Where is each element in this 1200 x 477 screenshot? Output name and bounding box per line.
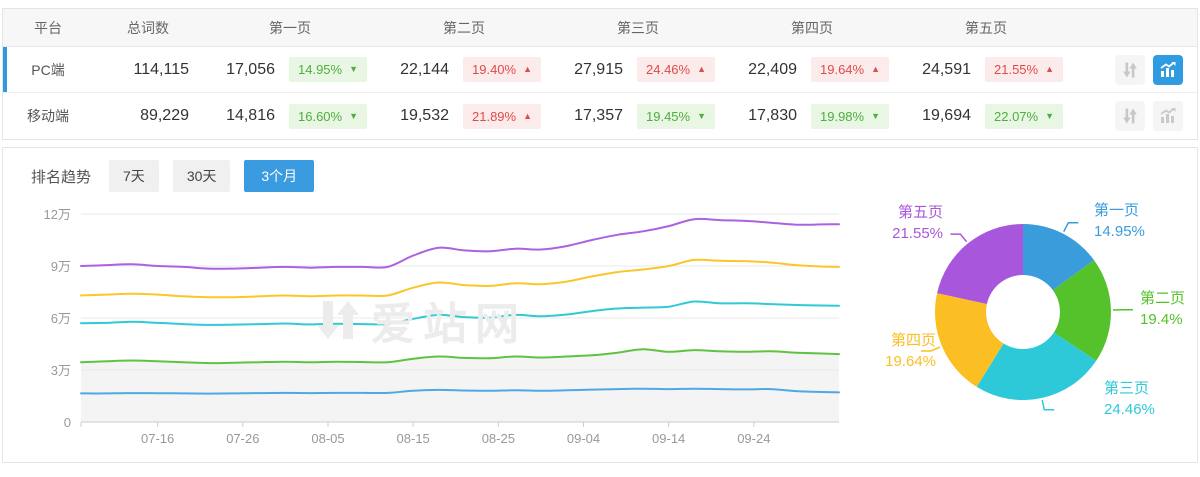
total-words-value: 89,229 bbox=[93, 107, 203, 125]
col-header-page3: 第三页 bbox=[551, 18, 725, 38]
area-fill bbox=[81, 349, 839, 422]
page2-count: 19,532 bbox=[377, 107, 453, 125]
page1-change-badge: 14.95%▼ bbox=[289, 57, 367, 82]
donut-label-name: 第五页 bbox=[848, 202, 943, 223]
col-header-page5: 第五页 bbox=[899, 18, 1073, 38]
page1-count: 17,056 bbox=[203, 61, 279, 79]
trend-arrow-icon: ▼ bbox=[349, 112, 358, 121]
page-distribution-donut-chart[interactable]: 第一页 14.95% 第二页 19.4% 第三页 24.46% 第四页 19.6… bbox=[848, 198, 1200, 464]
donut-slice-第五页[interactable] bbox=[937, 224, 1023, 304]
page4-count: 17,830 bbox=[725, 107, 801, 125]
sort-arrows-icon bbox=[1120, 60, 1140, 80]
rank-trend-section: 排名趋势 7天 30天 3个月 0 3万 6万 9万 12万 07-16 07-26 08-0… bbox=[2, 147, 1198, 463]
col-header-page2: 第二页 bbox=[377, 18, 551, 38]
tab-30-days[interactable]: 30天 bbox=[173, 160, 231, 192]
trend-chart-button[interactable] bbox=[1153, 101, 1183, 131]
trend-arrow-icon: ▼ bbox=[349, 65, 358, 74]
x-axis-label: 08-15 bbox=[397, 431, 430, 446]
trend-arrow-icon: ▲ bbox=[523, 65, 532, 74]
sort-arrows-icon bbox=[1120, 106, 1140, 126]
trend-arrow-icon: ▲ bbox=[871, 65, 880, 74]
donut-label-pct: 19.4% bbox=[1140, 309, 1185, 330]
trend-chart-icon bbox=[1158, 60, 1178, 80]
keyword-rank-table: 平台 总词数 第一页 第二页 第三页 第四页 第五页 PC端 114,115 1… bbox=[2, 8, 1198, 140]
page2-count: 22,144 bbox=[377, 61, 453, 79]
page3-change-badge: 19.45%▼ bbox=[637, 104, 715, 129]
page2-change-badge: 19.40%▲ bbox=[463, 57, 541, 82]
y-axis-label: 6万 bbox=[51, 311, 71, 326]
rank-trend-line-chart[interactable]: 0 3万 6万 9万 12万 07-16 07-26 08-05 08-15 08-25 09-04… bbox=[23, 196, 845, 454]
sort-updown-button[interactable] bbox=[1115, 101, 1145, 131]
x-axis-label: 07-26 bbox=[226, 431, 259, 446]
trend-title: 排名趋势 bbox=[31, 166, 91, 187]
total-words-value: 114,115 bbox=[93, 61, 203, 79]
page2-change-badge: 21.89%▲ bbox=[463, 104, 541, 129]
platform-label: 移动端 bbox=[3, 106, 93, 126]
donut-label-pct: 19.64% bbox=[848, 351, 936, 372]
donut-label-page4: 第四页 19.64% bbox=[848, 330, 936, 372]
page3-change-badge: 24.46%▲ bbox=[637, 57, 715, 82]
page3-count: 17,357 bbox=[551, 107, 627, 125]
y-axis-label: 0 bbox=[64, 415, 71, 430]
donut-label-pct: 21.55% bbox=[848, 223, 943, 244]
x-axis-label: 08-05 bbox=[311, 431, 344, 446]
donut-label-name: 第三页 bbox=[1104, 378, 1155, 399]
x-axis-label: 09-04 bbox=[567, 431, 600, 446]
line-series-2 bbox=[81, 301, 839, 324]
donut-label-pct: 14.95% bbox=[1094, 221, 1145, 242]
sort-updown-button[interactable] bbox=[1115, 55, 1145, 85]
x-axis-label: 09-24 bbox=[737, 431, 770, 446]
donut-label-name: 第二页 bbox=[1140, 288, 1185, 309]
page5-count: 24,591 bbox=[899, 61, 975, 79]
donut-label-name: 第四页 bbox=[848, 330, 936, 351]
trend-chart-button[interactable] bbox=[1153, 55, 1183, 85]
page4-change-badge: 19.64%▲ bbox=[811, 57, 889, 82]
tab-3-months[interactable]: 3个月 bbox=[244, 160, 314, 192]
page5-change-badge: 22.07%▼ bbox=[985, 104, 1063, 129]
donut-leader-line bbox=[1042, 400, 1054, 410]
trend-arrow-icon: ▼ bbox=[871, 112, 880, 121]
donut-label-page5: 第五页 21.55% bbox=[848, 202, 943, 244]
trend-arrow-icon: ▲ bbox=[697, 65, 706, 74]
donut-label-page1: 第一页 14.95% bbox=[1094, 200, 1145, 242]
page4-count: 22,409 bbox=[725, 61, 801, 79]
donut-label-pct: 24.46% bbox=[1104, 399, 1155, 420]
page1-count: 14,816 bbox=[203, 107, 279, 125]
page1-change-badge: 16.60%▼ bbox=[289, 104, 367, 129]
x-axis-label: 07-16 bbox=[141, 431, 174, 446]
tab-7-days[interactable]: 7天 bbox=[109, 160, 159, 192]
page5-change-badge: 21.55%▲ bbox=[985, 57, 1063, 82]
page5-count: 19,694 bbox=[899, 107, 975, 125]
donut-label-name: 第一页 bbox=[1094, 200, 1145, 221]
trend-arrow-icon: ▲ bbox=[523, 112, 532, 121]
y-axis-label: 3万 bbox=[51, 363, 71, 378]
page4-change-badge: 19.98%▼ bbox=[811, 104, 889, 129]
x-axis-label: 08-25 bbox=[482, 431, 515, 446]
col-header-platform: 平台 bbox=[3, 18, 93, 38]
y-axis-label: 9万 bbox=[51, 259, 71, 274]
trend-header: 排名趋势 7天 30天 3个月 bbox=[31, 160, 314, 192]
col-header-total: 总词数 bbox=[93, 18, 203, 38]
page3-count: 27,915 bbox=[551, 61, 627, 79]
trend-arrow-icon: ▼ bbox=[1045, 112, 1054, 121]
col-header-page1: 第一页 bbox=[203, 18, 377, 38]
y-axis-label: 12万 bbox=[44, 207, 71, 222]
donut-label-page2: 第二页 19.4% bbox=[1140, 288, 1185, 330]
trend-chart-icon bbox=[1158, 106, 1178, 126]
table-row-mobile[interactable]: 移动端 89,229 14,816 16.60%▼ 19,532 21.89%▲… bbox=[3, 93, 1197, 139]
line-chart-canvas[interactable]: 0 3万 6万 9万 12万 07-16 07-26 08-05 08-15 08-25 09-04… bbox=[23, 196, 845, 454]
donut-leader-line bbox=[1064, 223, 1079, 232]
line-series-3 bbox=[81, 260, 839, 298]
trend-arrow-icon: ▼ bbox=[697, 112, 706, 121]
table-row-pc[interactable]: PC端 114,115 17,056 14.95%▼ 22,144 19.40%… bbox=[3, 47, 1197, 93]
trend-arrow-icon: ▲ bbox=[1045, 65, 1054, 74]
x-axis-label: 09-14 bbox=[652, 431, 685, 446]
platform-label: PC端 bbox=[3, 60, 93, 80]
table-header-row: 平台 总词数 第一页 第二页 第三页 第四页 第五页 bbox=[3, 9, 1197, 47]
donut-leader-line bbox=[950, 234, 966, 242]
donut-label-page3: 第三页 24.46% bbox=[1104, 378, 1155, 420]
col-header-page4: 第四页 bbox=[725, 18, 899, 38]
